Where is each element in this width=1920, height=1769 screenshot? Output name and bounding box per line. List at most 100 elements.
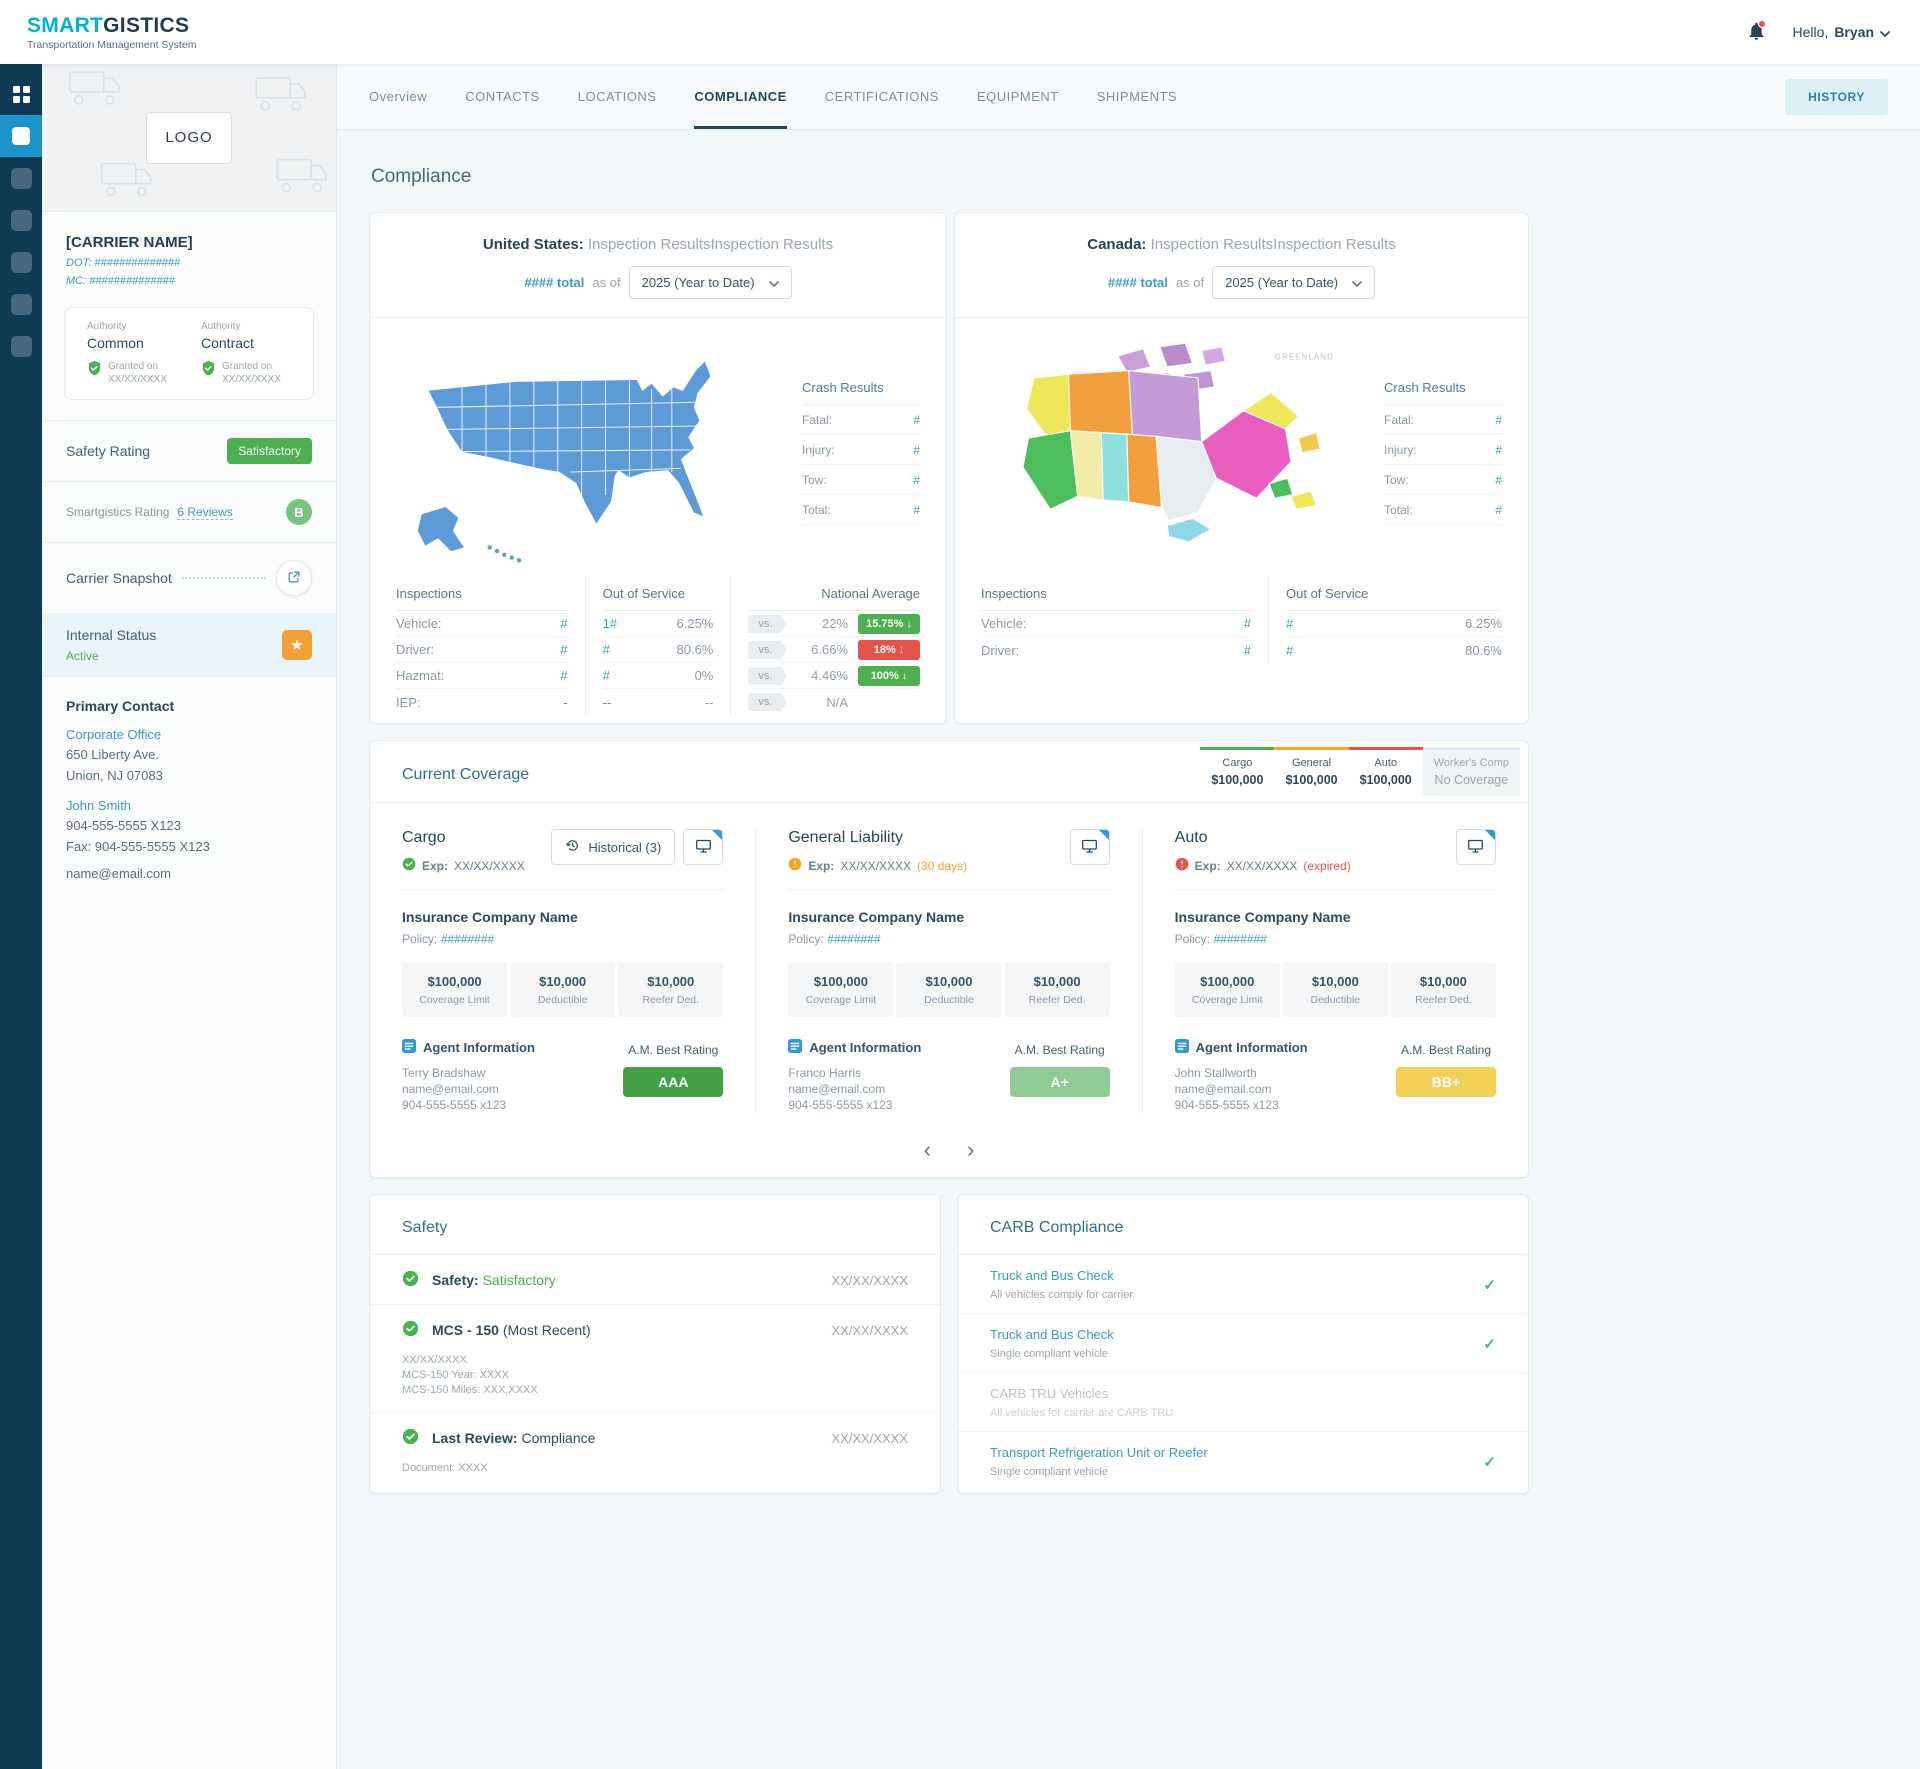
historical-button[interactable]: Historical (3) <box>551 829 676 865</box>
exp-date: XX/XX/XXXX <box>454 858 525 873</box>
tab-certifications[interactable]: CERTIFICATIONS <box>825 64 939 129</box>
stat-deductible: $10,000 Deductible <box>510 962 616 1017</box>
chevron-left-icon[interactable]: ‹ <box>923 1137 931 1162</box>
tab-overview[interactable]: Overview <box>369 64 427 129</box>
rail-item-carrier-active[interactable] <box>0 115 42 157</box>
contact-name-link[interactable]: John Smith <box>66 798 132 813</box>
exp-date: XX/XX/XXXX <box>840 858 912 873</box>
stat-label: Deductible <box>1310 994 1361 1006</box>
oos-count: -- <box>602 694 612 710</box>
stat-value: $10,000 <box>1311 974 1359 989</box>
stat-label: Deductible <box>924 994 974 1006</box>
canada-period-value: 2025 (Year to Date) <box>1225 275 1339 290</box>
smartgistics-rating-row: Smartgistics Rating 6 Reviews B <box>42 481 336 542</box>
carrier-panel: LOGO [CARRIER NAME] DOT: ############## … <box>42 64 337 1769</box>
rail-item-2[interactable] <box>0 157 42 199</box>
policy-number: ######## <box>1213 932 1267 946</box>
safety-row-mcs150: MCS - 150 (Most Recent) XX/XX/XXXX XX/XX… <box>370 1305 940 1413</box>
us-card-title: United States: <box>482 236 584 253</box>
chevron-right-icon[interactable]: › <box>967 1137 975 1162</box>
last-review-document: Document: XXXX <box>402 1462 488 1474</box>
oos-count: # <box>602 642 610 657</box>
tab-equipment[interactable]: EQUIPMENT <box>977 64 1059 129</box>
crash-value: # <box>913 443 920 457</box>
stat-value: $10,000 <box>925 974 973 989</box>
check-circle-icon <box>402 1270 419 1290</box>
summary-label: Worker's Comp <box>1433 757 1509 769</box>
truck-doodles <box>69 71 327 197</box>
summary-cargo[interactable]: Cargo $100,000 <box>1200 747 1275 796</box>
crash-value: # <box>1495 473 1502 487</box>
view-document-button[interactable] <box>683 829 724 865</box>
rail-item-4[interactable] <box>0 241 42 283</box>
canada-inspection-card: Canada: Inspection ResultsInspection Res… <box>954 212 1529 724</box>
oos-count: # <box>1286 616 1294 631</box>
notifications-button[interactable] <box>1746 19 1767 45</box>
stat-label: Reefer Ded. <box>1028 994 1086 1006</box>
safety-row-label: MCS - 150 <box>432 1322 499 1338</box>
crash-value: # <box>913 503 920 517</box>
summary-general[interactable]: General $100,000 <box>1274 747 1349 796</box>
stat-value: $10,000 <box>1419 974 1467 989</box>
tab-compliance[interactable]: COMPLIANCE <box>694 64 787 129</box>
reviews-link[interactable]: 6 Reviews <box>177 504 233 520</box>
carb-row-title[interactable]: Truck and Bus Check <box>990 1327 1114 1342</box>
stat-label: Reefer Ded. <box>1415 994 1472 1006</box>
summary-workers-comp[interactable]: Worker's Comp No Coverage <box>1422 747 1520 796</box>
tab-contacts[interactable]: CONTACTS <box>465 64 540 129</box>
export-snapshot-button[interactable] <box>276 560 312 596</box>
arrow-down-icon: ↓ <box>901 669 908 682</box>
canada-map[interactable]: GREENLAND <box>981 334 1364 564</box>
carrier-logo-header: LOGO <box>42 64 336 212</box>
coverage-name: General Liability <box>788 829 904 846</box>
agent-email: name@email.com <box>788 1082 886 1096</box>
view-document-button[interactable] <box>1069 829 1110 865</box>
canada-period-select[interactable]: 2025 (Year to Date) <box>1212 266 1376 299</box>
favorite-star-button[interactable]: ★ <box>282 630 312 660</box>
tab-shipments[interactable]: SHIPMENTS <box>1097 64 1177 129</box>
greeting-name: Bryan <box>1834 24 1874 40</box>
agent-heading: Agent Information <box>1195 1040 1308 1055</box>
insurance-company: Insurance Company Name <box>402 909 578 925</box>
corporate-office-link[interactable]: Corporate Office <box>66 727 162 742</box>
am-best-rating-badge[interactable]: BB+ <box>1395 1067 1496 1097</box>
rail-item-5[interactable] <box>0 283 42 325</box>
check-icon: ✓ <box>1483 1453 1496 1471</box>
us-period-select[interactable]: 2025 (Year to Date) <box>628 266 792 299</box>
user-menu[interactable]: Hello, Bryan <box>1793 24 1890 40</box>
contact-phone: 904-555-5555 X123 <box>66 818 181 833</box>
stat-coverage-limit: $100,000 Coverage Limit <box>1174 962 1280 1017</box>
insurance-company: Insurance Company Name <box>788 909 965 925</box>
coverage-column-general-liability: General Liability Exp: XX/XX/XXXX (30 da… <box>755 829 1141 1113</box>
agent-card-icon <box>788 1039 803 1056</box>
canada-inspection-tables: Inspections Vehicle: # Driver: # Out of Se… <box>955 570 1528 663</box>
oos-pct: 6.25% <box>1465 616 1502 631</box>
monitor-icon <box>1467 838 1484 857</box>
safety-row-last-review: Last Review: Compliance XX/XX/XXXX Docum… <box>370 1413 940 1490</box>
agent-phone: 904-555-5555 x123 <box>402 1098 507 1112</box>
icon-rail <box>0 64 42 1769</box>
apps-grid-icon[interactable] <box>0 73 42 115</box>
safety-rating-label: Safety Rating <box>66 443 151 459</box>
rail-item-6[interactable] <box>0 325 42 367</box>
summary-auto[interactable]: Auto $100,000 <box>1348 747 1423 796</box>
tab-locations[interactable]: LOCATIONS <box>578 64 657 129</box>
us-map[interactable] <box>396 334 782 564</box>
view-document-button[interactable] <box>1455 829 1496 865</box>
rail-icon-6 <box>10 335 32 357</box>
arrow-down-icon: ↓ <box>906 617 912 630</box>
canada-total: #### total <box>1107 275 1168 290</box>
summary-value: No Coverage <box>1434 773 1509 787</box>
crash-label: Injury: <box>802 443 835 457</box>
history-button[interactable]: HISTORY <box>1785 78 1888 115</box>
carrier-dot-number: DOT: ############## <box>66 257 181 269</box>
carb-row-title[interactable]: Transport Refrigeration Unit or Reefer <box>990 1445 1208 1460</box>
carb-row-title[interactable]: Truck and Bus Check <box>990 1268 1114 1283</box>
rail-item-3[interactable] <box>0 199 42 241</box>
authority-type: Contract <box>201 335 254 351</box>
am-best-rating-badge[interactable]: AAA <box>623 1067 724 1097</box>
stat-value: $10,000 <box>647 974 695 989</box>
crash-value: # <box>1495 443 1502 457</box>
am-best-rating-badge[interactable]: A+ <box>1009 1067 1110 1097</box>
app-logo[interactable]: SMARTGISTICS Transportation Management S… <box>27 14 196 51</box>
